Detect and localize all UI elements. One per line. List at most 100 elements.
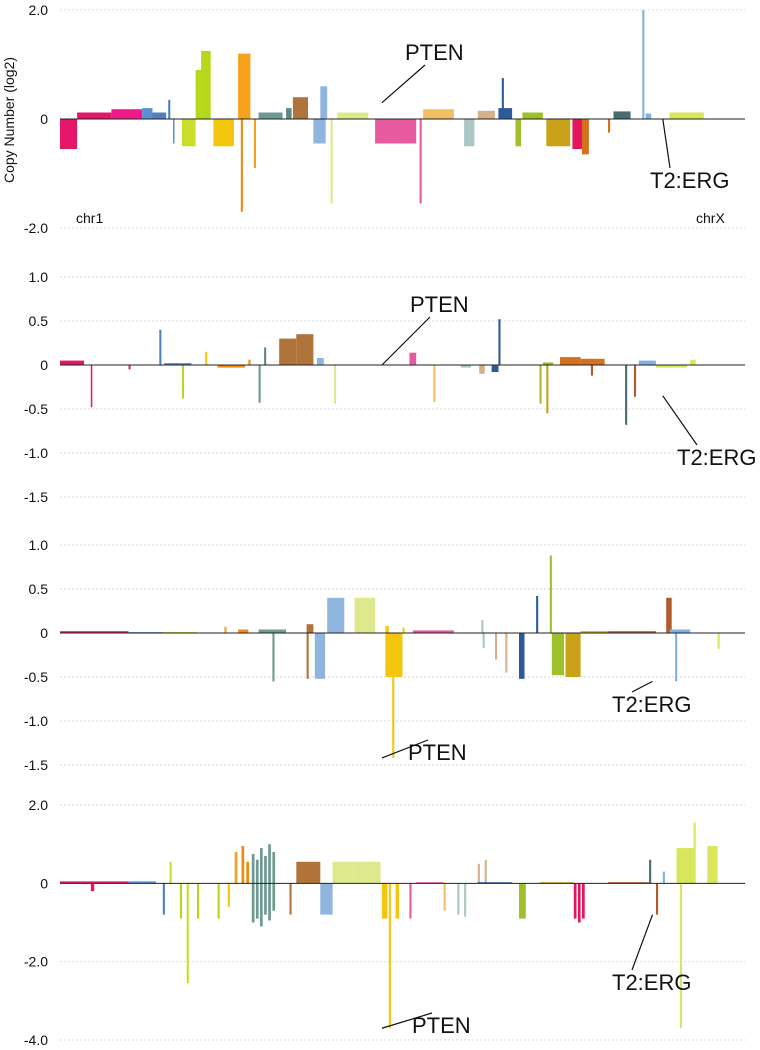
- segment-bar: [128, 365, 131, 370]
- segment-bar: [542, 362, 554, 365]
- segment-bar: [675, 633, 678, 682]
- segment-bar: [625, 365, 628, 425]
- segment-bar: [258, 365, 261, 403]
- segment-bar: [320, 86, 328, 119]
- segment-bar: [330, 119, 333, 204]
- segment-bar: [286, 108, 292, 119]
- segment-bar: [272, 852, 276, 884]
- segment-bar: [388, 883, 391, 1029]
- segment-bar: [656, 883, 659, 915]
- y-tick-label: 0: [40, 625, 48, 641]
- segment-bar: [60, 881, 129, 884]
- segment-bar: [457, 883, 460, 915]
- segment-bar: [179, 883, 182, 919]
- chr-end-label: chrX: [696, 210, 725, 226]
- segment-bar: [546, 365, 549, 414]
- segment-bar: [551, 633, 565, 676]
- segment-bar: [484, 859, 487, 884]
- segment-bar: [195, 70, 202, 119]
- segment-bar: [258, 112, 283, 119]
- segment-bar: [381, 883, 388, 919]
- segment-bar: [255, 883, 259, 919]
- annotation-leader: [662, 395, 698, 446]
- segment-bar: [162, 883, 165, 915]
- segment-bar: [60, 119, 78, 149]
- panel-2: 1.0 0.5 0 -0.5 -1.0 -1.5 PTEN T2:ERG: [24, 269, 757, 505]
- segment-bar: [707, 846, 718, 884]
- y-tick-label: -1.5: [24, 489, 48, 505]
- segment-bar: [152, 112, 167, 119]
- segment-bar: [613, 111, 631, 119]
- annotation-label: PTEN: [410, 292, 469, 317]
- segment-bar: [634, 365, 637, 397]
- segment-bar: [460, 365, 471, 368]
- segment-bar: [549, 555, 552, 633]
- segment-bar: [522, 112, 543, 119]
- segment-bar: [337, 112, 369, 119]
- segment-bar: [253, 119, 256, 168]
- segment-bar: [258, 629, 286, 633]
- y-tick-label: -1.0: [24, 445, 48, 461]
- y-tick-label: -0.5: [24, 401, 48, 417]
- segment-bar: [645, 113, 652, 119]
- segment-bar: [546, 119, 571, 147]
- segment-bar: [353, 861, 381, 884]
- segment-bar: [296, 334, 314, 365]
- segment-bar: [409, 352, 417, 365]
- segment-bar: [296, 861, 321, 884]
- segment-bar: [580, 631, 608, 633]
- y-tick-label: 0: [40, 875, 48, 891]
- segment-bar: [142, 108, 153, 119]
- segment-bar: [642, 10, 645, 119]
- segment-bar: [306, 633, 309, 679]
- segment-bar: [539, 365, 542, 404]
- y-tick-label: -2.0: [24, 954, 48, 970]
- segment-bar: [272, 633, 275, 682]
- y-tick-label: 0: [40, 357, 48, 373]
- y-tick-label: 0: [40, 111, 48, 127]
- y-tick-label: -0.5: [24, 669, 48, 685]
- segment-bar: [292, 97, 308, 119]
- segment-bar: [264, 883, 267, 915]
- segment-bar: [260, 883, 263, 927]
- segment-bar: [519, 633, 525, 679]
- segment-bar: [60, 360, 84, 365]
- segment-bar: [565, 633, 581, 677]
- segment-bar: [217, 883, 220, 919]
- segment-bar: [251, 883, 255, 923]
- y-tick-label: -1.0: [24, 713, 48, 729]
- segment-bar: [590, 365, 593, 376]
- segment-bar: [268, 883, 271, 921]
- segment-bar: [608, 119, 611, 133]
- segment-bar: [690, 359, 696, 365]
- segment-bar: [234, 852, 238, 884]
- segment-bar: [649, 859, 652, 884]
- segment-bar: [217, 365, 245, 368]
- segment-bar: [240, 119, 243, 212]
- annotation-label: T2:ERG: [650, 168, 729, 193]
- segment-bar: [272, 883, 276, 911]
- segment-bar: [608, 631, 656, 633]
- segment-bar: [186, 883, 189, 984]
- segment-bar: [375, 119, 417, 144]
- segment-bar: [560, 357, 581, 365]
- segment-bar: [582, 883, 585, 919]
- y-tick-label: 1.0: [29, 537, 49, 553]
- segment-bar: [666, 597, 672, 633]
- segment-bar: [201, 50, 211, 119]
- segment-bar: [656, 365, 687, 368]
- segment-bar: [464, 883, 467, 917]
- segment-bar: [481, 619, 484, 633]
- y-tick-label: 0.5: [29, 581, 49, 597]
- segment-bar: [501, 78, 504, 119]
- annotation-label: PTEN: [405, 40, 464, 65]
- y-tick-label: -1.5: [24, 757, 48, 773]
- segment-bar: [608, 882, 650, 884]
- segment-bar: [717, 633, 720, 649]
- segment-bar: [332, 861, 354, 884]
- segment-bar: [491, 365, 499, 372]
- segment-bar: [334, 365, 337, 404]
- segment-bar: [168, 99, 171, 119]
- segment-bar: [246, 861, 249, 884]
